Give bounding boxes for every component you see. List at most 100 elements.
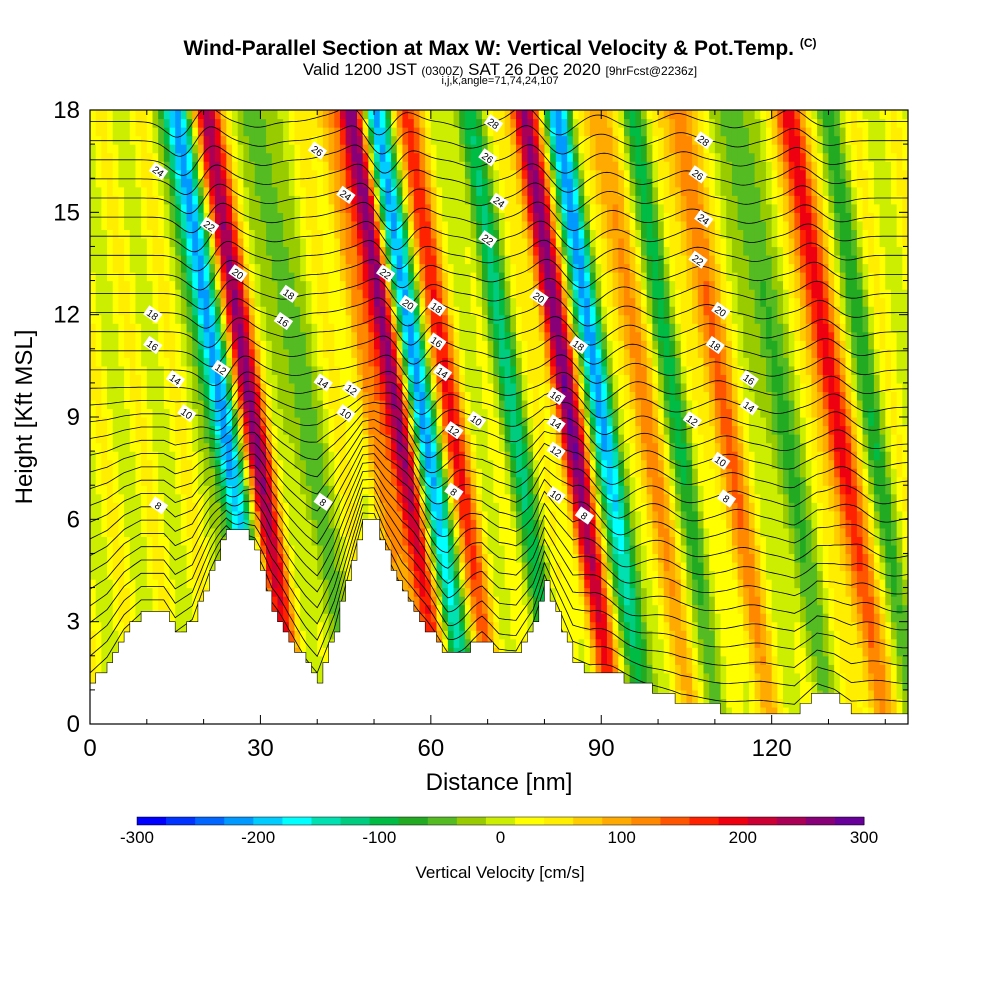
velocity-cell	[680, 536, 688, 546]
velocity-cell	[311, 587, 318, 597]
velocity-cell	[118, 544, 125, 555]
velocity-cell	[845, 493, 852, 503]
velocity-cell	[635, 647, 642, 657]
velocity-cell	[879, 621, 886, 631]
velocity-cell	[220, 527, 227, 537]
velocity-cell	[317, 459, 324, 469]
velocity-cell	[305, 604, 313, 614]
velocity-cell	[822, 553, 830, 563]
velocity-cell	[794, 587, 801, 597]
velocity-cell	[328, 425, 335, 435]
velocity-cell	[731, 476, 739, 486]
velocity-cell	[152, 459, 159, 469]
velocity-cell	[629, 596, 636, 606]
velocity-cell	[902, 510, 908, 520]
velocity-cell	[839, 519, 847, 529]
velocity-cell	[589, 485, 597, 495]
velocity-cell	[124, 510, 131, 520]
velocity-cell	[141, 596, 148, 606]
velocity-cell	[220, 493, 227, 503]
velocity-cell	[629, 451, 636, 461]
velocity-cell	[379, 442, 386, 452]
velocity-cell	[629, 604, 636, 614]
velocity-cell	[146, 587, 154, 597]
velocity-cell	[459, 485, 466, 495]
velocity-cell	[663, 647, 671, 657]
velocity-cell	[839, 553, 847, 563]
velocity-cell	[163, 561, 171, 572]
velocity-cell	[635, 570, 642, 580]
velocity-cell	[839, 698, 847, 708]
velocity-cell	[635, 485, 642, 495]
velocity-cell	[902, 689, 908, 700]
velocity-cell	[822, 613, 830, 623]
velocity-cell	[646, 647, 653, 657]
velocity-cell	[692, 638, 699, 648]
velocity-cell	[493, 476, 500, 486]
velocity-cell	[720, 434, 727, 444]
velocity-cell	[646, 672, 653, 682]
velocity-cell	[777, 647, 784, 657]
velocity-cell	[220, 468, 227, 478]
velocity-cell	[425, 570, 432, 580]
velocity-cell	[578, 468, 585, 478]
velocity-cell	[339, 519, 347, 529]
velocity-cell	[521, 579, 528, 589]
velocity-cell	[783, 604, 790, 614]
velocity-cell	[868, 561, 875, 572]
velocity-cell	[294, 596, 301, 606]
velocity-cell	[760, 689, 767, 700]
velocity-cell	[902, 536, 908, 546]
velocity-cell	[589, 596, 597, 606]
velocity-cell	[771, 570, 778, 580]
velocity-cell	[589, 527, 597, 537]
velocity-cell	[95, 536, 102, 546]
velocity-cell	[754, 536, 761, 546]
velocity-cell	[788, 553, 795, 563]
velocity-cell	[646, 638, 653, 648]
velocity-cell	[856, 527, 864, 537]
velocity-cell	[629, 459, 636, 469]
velocity-cell	[305, 587, 313, 597]
velocity-cell	[368, 476, 375, 486]
velocity-cell	[300, 434, 307, 444]
velocity-cell	[419, 451, 426, 461]
velocity-cell	[686, 553, 693, 563]
velocity-cell	[641, 502, 648, 512]
velocity-cell	[641, 493, 648, 503]
velocity-cell	[800, 570, 807, 580]
velocity-cell	[743, 630, 750, 640]
velocity-cell	[629, 519, 636, 529]
velocity-cell	[765, 706, 773, 717]
velocity-cell	[595, 638, 602, 648]
velocity-cell	[493, 527, 500, 537]
velocity-cell	[805, 689, 813, 700]
velocity-cell	[567, 553, 574, 563]
velocity-cell	[885, 706, 892, 717]
velocity-cell	[743, 519, 750, 529]
velocity-cell	[709, 672, 716, 682]
velocity-cell	[885, 698, 892, 708]
velocity-cell	[765, 502, 773, 512]
velocity-cell	[169, 476, 176, 486]
velocity-cell	[459, 536, 466, 546]
velocity-cell	[175, 544, 182, 555]
velocity-cell	[430, 621, 438, 631]
velocity-cell	[237, 459, 244, 469]
velocity-cell	[277, 604, 284, 614]
velocity-cell	[879, 587, 886, 597]
velocity-cell	[800, 613, 807, 623]
velocity-cell	[669, 544, 676, 555]
velocity-cell	[658, 604, 665, 614]
velocity-cell	[595, 561, 602, 572]
velocity-cell	[356, 493, 364, 503]
velocity-cell	[305, 561, 313, 572]
velocity-cell	[822, 544, 830, 555]
velocity-cell	[152, 587, 159, 597]
velocity-cell	[839, 579, 847, 589]
velocity-cell	[254, 510, 262, 520]
velocity-cell	[623, 476, 631, 486]
velocity-cell	[658, 570, 665, 580]
velocity-cell	[771, 544, 778, 555]
velocity-cell	[652, 587, 659, 597]
